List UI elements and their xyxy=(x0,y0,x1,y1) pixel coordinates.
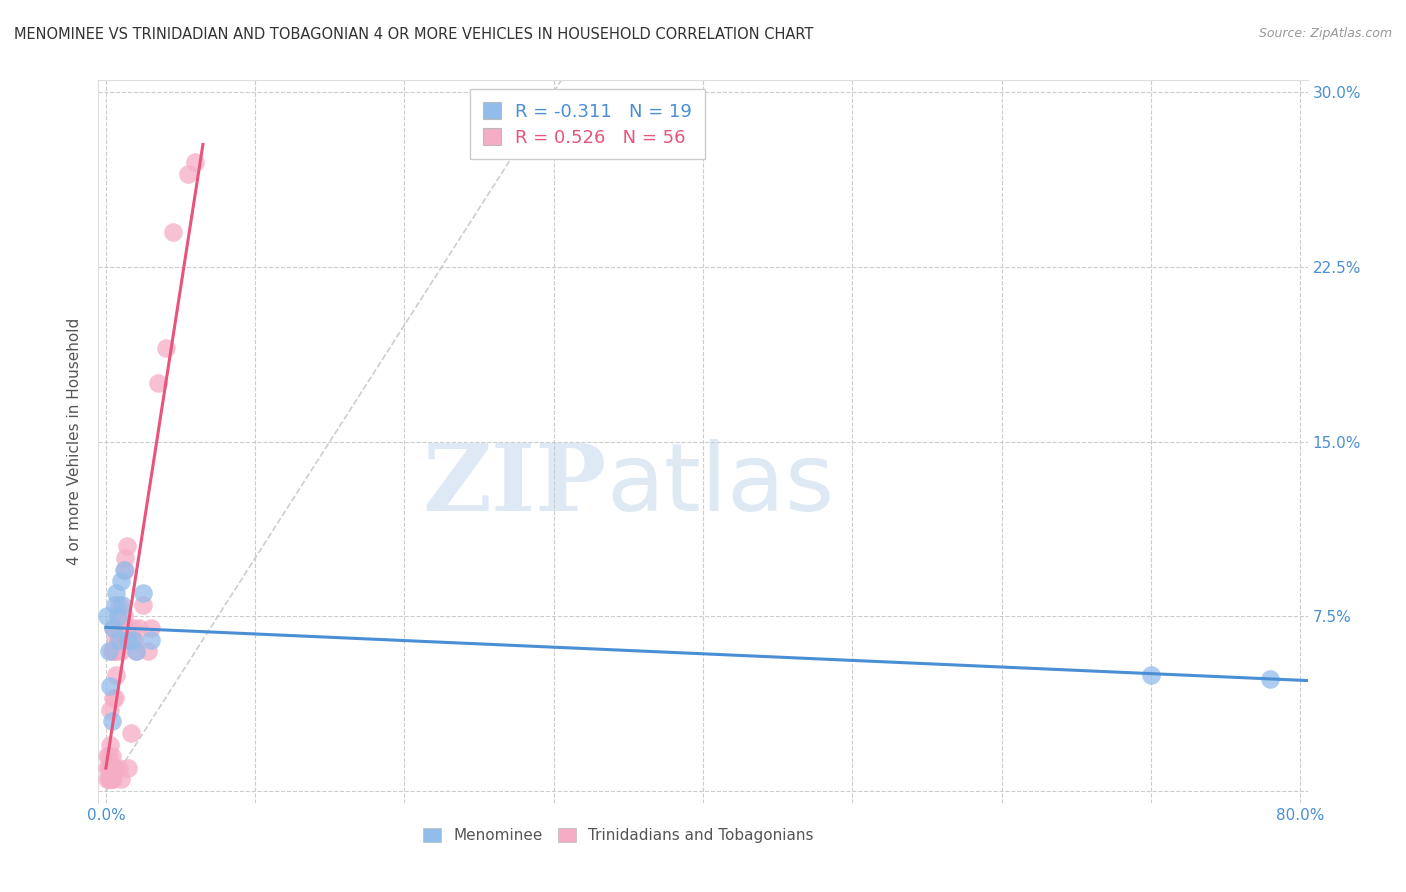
Point xyxy=(125,644,148,658)
Point xyxy=(112,621,135,635)
Point xyxy=(184,154,207,169)
Point xyxy=(96,761,118,775)
Point xyxy=(117,621,139,635)
Point xyxy=(111,632,134,647)
Point xyxy=(125,644,148,658)
Point xyxy=(122,632,145,647)
Point xyxy=(105,667,128,681)
Point xyxy=(120,726,142,740)
Point xyxy=(104,644,127,658)
Point xyxy=(101,644,124,658)
Point xyxy=(98,702,121,716)
Point xyxy=(103,761,125,775)
Point xyxy=(98,772,121,787)
Point xyxy=(108,761,131,775)
Point xyxy=(121,632,143,647)
Point xyxy=(101,749,124,764)
Point xyxy=(128,621,150,635)
Point xyxy=(98,738,121,752)
Point xyxy=(96,609,118,624)
Point xyxy=(162,225,184,239)
Point xyxy=(111,598,134,612)
Point xyxy=(105,586,128,600)
Point xyxy=(103,644,125,658)
Point xyxy=(118,632,141,647)
Text: MENOMINEE VS TRINIDADIAN AND TOBAGONIAN 4 OR MORE VEHICLES IN HOUSEHOLD CORRELAT: MENOMINEE VS TRINIDADIAN AND TOBAGONIAN … xyxy=(14,27,814,42)
Point xyxy=(1258,673,1281,687)
Point xyxy=(101,714,124,729)
Point xyxy=(107,609,129,624)
Point xyxy=(97,749,120,764)
Point xyxy=(108,598,131,612)
Y-axis label: 4 or more Vehicles in Household: 4 or more Vehicles in Household xyxy=(67,318,83,566)
Point xyxy=(112,609,135,624)
Point xyxy=(121,621,143,635)
Point xyxy=(108,632,131,647)
Point xyxy=(103,621,125,635)
Point xyxy=(110,644,132,658)
Legend: Menominee, Trinidadians and Tobagonians: Menominee, Trinidadians and Tobagonians xyxy=(416,822,820,849)
Point xyxy=(136,644,159,658)
Point xyxy=(98,761,121,775)
Point xyxy=(107,609,129,624)
Point xyxy=(97,772,120,787)
Point xyxy=(117,632,139,647)
Point xyxy=(97,761,120,775)
Point xyxy=(110,632,132,647)
Text: Source: ZipAtlas.com: Source: ZipAtlas.com xyxy=(1258,27,1392,40)
Point xyxy=(103,621,125,635)
Point xyxy=(146,376,169,391)
Point xyxy=(114,563,136,577)
Point xyxy=(103,772,125,787)
Point xyxy=(132,598,155,612)
Point xyxy=(104,690,127,705)
Point xyxy=(96,749,118,764)
Point xyxy=(1140,667,1163,681)
Point xyxy=(117,761,139,775)
Text: ZIP: ZIP xyxy=(422,440,606,530)
Point xyxy=(110,574,132,589)
Point xyxy=(155,341,177,355)
Point xyxy=(139,621,162,635)
Point xyxy=(115,540,138,554)
Point xyxy=(103,690,125,705)
Point xyxy=(110,772,132,787)
Point xyxy=(105,621,128,635)
Text: atlas: atlas xyxy=(606,439,835,531)
Point xyxy=(104,761,127,775)
Point xyxy=(104,621,127,635)
Point xyxy=(112,563,135,577)
Point xyxy=(104,632,127,647)
Point xyxy=(104,598,127,612)
Point xyxy=(96,772,118,787)
Point xyxy=(139,632,162,647)
Point xyxy=(101,761,124,775)
Point xyxy=(97,644,120,658)
Point xyxy=(177,167,200,181)
Point xyxy=(107,632,129,647)
Point xyxy=(132,586,155,600)
Point xyxy=(98,679,121,693)
Point xyxy=(105,644,128,658)
Point xyxy=(101,772,124,787)
Point xyxy=(114,551,136,566)
